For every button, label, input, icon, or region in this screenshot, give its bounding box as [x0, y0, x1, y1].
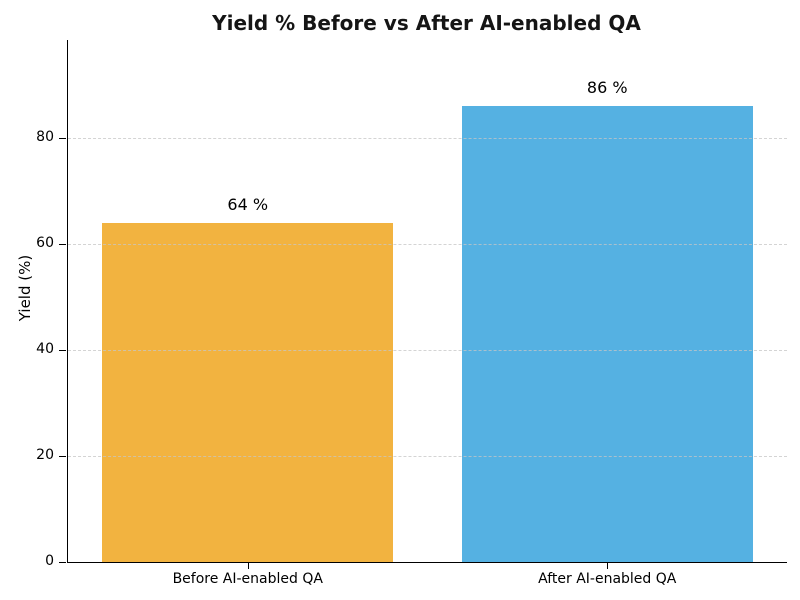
chart-title: Yield % Before vs After AI-enabled QA	[212, 11, 641, 35]
x-tick-label: Before AI-enabled QA	[172, 571, 323, 587]
y-tick-mark	[59, 562, 67, 563]
y-tick-label: 60	[36, 235, 54, 252]
y-tick-label: 80	[36, 129, 54, 146]
gridline-60	[68, 244, 787, 246]
y-tick-label: 40	[36, 341, 54, 358]
x-tick-label: After AI-enabled QA	[538, 571, 677, 587]
plot-area: 64 % Before AI-enabled QA 86 % After AI-ena…	[36, 40, 787, 587]
x-tick-mark	[607, 562, 609, 569]
gridline-40	[68, 350, 787, 352]
y-tick-label: 0	[45, 553, 54, 569]
gridline-20	[68, 456, 787, 457]
x-tick-mark	[247, 562, 249, 569]
y-tick-mark	[59, 456, 67, 457]
bar-2	[461, 106, 753, 562]
y-tick-label: 20	[36, 447, 54, 463]
y-tick-mark	[59, 244, 67, 246]
gridline-80	[68, 138, 787, 140]
bar-1	[102, 222, 394, 562]
bar-value-label: 86 %	[586, 78, 628, 98]
y-tick-mark	[59, 350, 67, 352]
y-tick-mark	[59, 138, 67, 140]
y-axis-label: Yield (%)	[16, 254, 34, 322]
bar-value-label: 64 %	[227, 194, 269, 214]
